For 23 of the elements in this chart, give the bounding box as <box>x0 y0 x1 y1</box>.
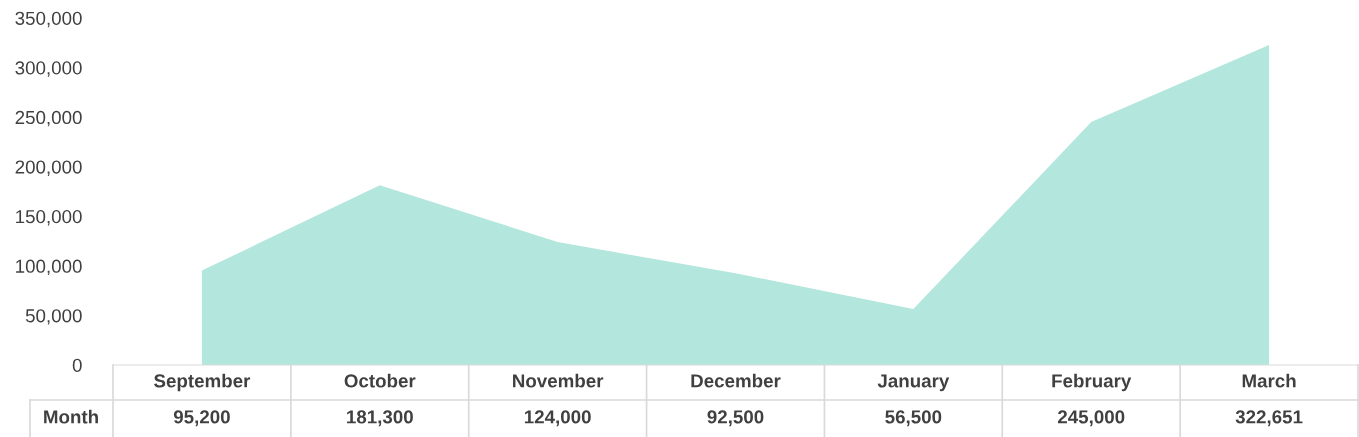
text: Month <box>44 409 98 424</box>
data-label: 245,000 <box>1057 410 1125 427</box>
y-tick-label: 300,000 <box>15 61 82 77</box>
y-tick-label: 0 <box>72 358 82 372</box>
x-tick-label: March <box>1242 373 1296 388</box>
x-tick-label: October <box>344 373 416 388</box>
y-tick-label: 250,000 <box>15 110 82 127</box>
x-tick-label: November <box>513 373 604 388</box>
data-label: 95,200 <box>173 410 230 427</box>
x-tick-label: February <box>1052 373 1132 392</box>
y-tick-label: 50,000 <box>25 309 82 325</box>
x-tick-label: September <box>154 373 251 392</box>
data-label: 322,651 <box>1235 410 1303 427</box>
y-tick-label: 200,000 <box>15 160 82 176</box>
x-tick-label: December <box>691 373 781 388</box>
y-tick-label: 350,000 <box>15 11 82 28</box>
data-label: 181,300 <box>347 410 413 427</box>
data-label: 92,500 <box>707 410 764 427</box>
y-tick-label: 150,000 <box>16 209 82 226</box>
x-tick-label: January <box>877 374 950 392</box>
y-tick-label: 100,000 <box>16 259 82 276</box>
data-label: 124,000 <box>524 410 591 427</box>
data-label: 56,500 <box>885 410 942 427</box>
